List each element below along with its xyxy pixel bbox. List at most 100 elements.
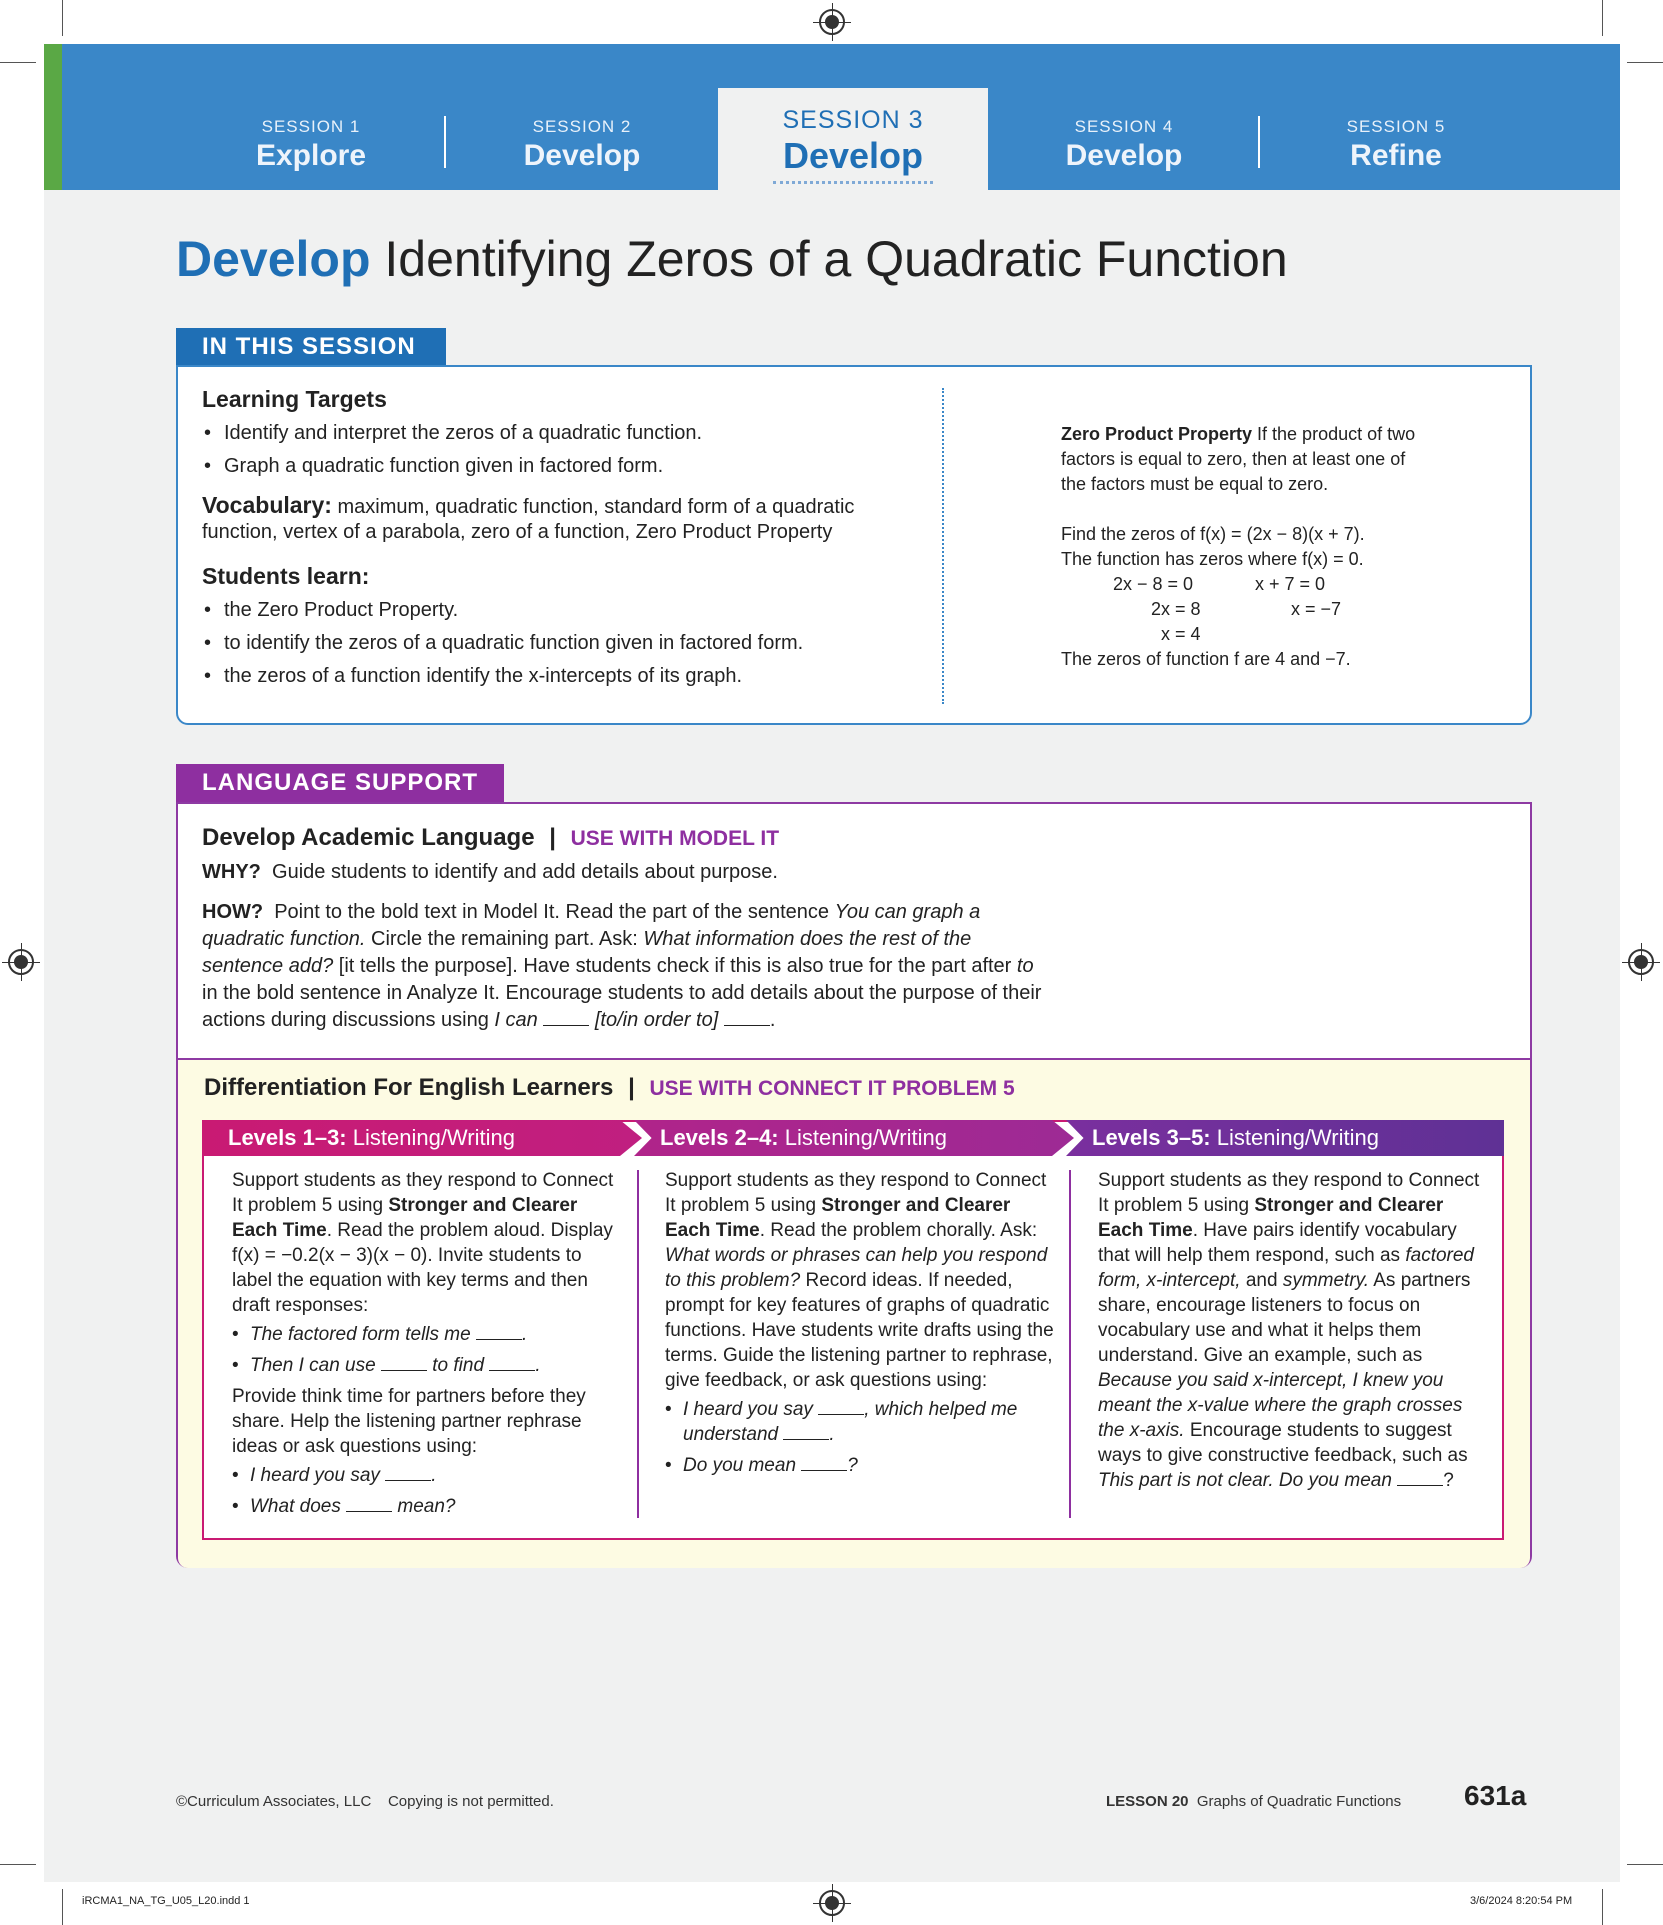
heading-separator: | bbox=[549, 824, 556, 851]
why-text: Guide students to identify and add detai… bbox=[272, 861, 778, 883]
differentiation-heading: Differentiation For English Learners | U… bbox=[204, 1074, 1015, 1102]
tab-session-name: Develop bbox=[782, 135, 924, 176]
zpp-definition-text: If the product of two factors is equal t… bbox=[1061, 424, 1416, 494]
tab-session-label: SESSION 4 bbox=[1074, 117, 1174, 136]
footer-lesson: LESSON 20 Graphs of Quadratic Functions bbox=[1106, 1793, 1401, 1810]
list-item: the Zero Product Property. bbox=[202, 598, 922, 623]
example-line: Find the zeros of f(x) = (2x − 8)(x + 7)… bbox=[1061, 524, 1365, 544]
lesson-title: Graphs of Quadratic Functions bbox=[1196, 1793, 1402, 1810]
level-header-2: Levels 2–4: Listening/Writing bbox=[634, 1120, 1074, 1156]
crop-mark bbox=[1602, 1889, 1603, 1925]
frame-text: I heard you say bbox=[683, 1399, 813, 1420]
students-learn-heading: Students learn: bbox=[202, 563, 370, 589]
crop-mark bbox=[1627, 1864, 1663, 1865]
column-text: and bbox=[1240, 1270, 1283, 1291]
tab-divider bbox=[444, 116, 446, 168]
equation-step: x + 7 = 0 bbox=[1255, 574, 1326, 594]
how-text-italic: You can graph a quadratic function. bbox=[202, 901, 981, 950]
in-this-session-label: IN THIS SESSION bbox=[176, 328, 446, 366]
registration-mark-icon bbox=[2, 943, 40, 981]
tab-divider bbox=[1258, 116, 1260, 168]
sentence-frame: The factored form tells me . bbox=[232, 1322, 622, 1347]
column-text: Record ideas. If needed, prompt for key … bbox=[665, 1270, 1054, 1391]
tab-session-2[interactable]: SESSION 2 Develop bbox=[447, 72, 717, 172]
page-title: Develop Identifying Zeros of a Quadratic… bbox=[176, 230, 1288, 288]
academic-language-section: Develop Academic Language | USE WITH MOD… bbox=[202, 824, 1052, 1034]
how-text: Point to the bold text in Model It. Read… bbox=[274, 901, 835, 923]
tab-session-3-active[interactable]: SESSION 3 Develop bbox=[718, 88, 988, 190]
slug-filename: iRCMA1_NA_TG_U05_L20.indd 1 bbox=[82, 1895, 250, 1907]
level-skill: Listening/Writing bbox=[346, 1125, 515, 1150]
fill-in-blank bbox=[723, 1011, 770, 1026]
column-text: . Have pairs identify vocabulary that wi… bbox=[1098, 1220, 1457, 1266]
tab-session-label: SESSION 2 bbox=[532, 117, 632, 136]
column-text: Support students as they respond to Conn… bbox=[1098, 1170, 1480, 1216]
fill-in-blank bbox=[1397, 1471, 1444, 1486]
routine-name: Stronger and Clearer Each Time bbox=[665, 1195, 1011, 1241]
language-support-label: LANGUAGE SUPPORT bbox=[176, 764, 504, 802]
copyright-text: ©Curriculum Associates, LLC bbox=[176, 1793, 372, 1810]
heading-separator: | bbox=[628, 1074, 635, 1101]
column-text-italic: factored form, x-intercept, bbox=[1098, 1245, 1474, 1291]
tab-session-label: SESSION 5 bbox=[1346, 117, 1446, 136]
column-text: Support students as they respond to Conn… bbox=[665, 1170, 1047, 1216]
registration-mark-icon bbox=[1622, 943, 1660, 981]
column-paragraph: Support students as they respond to Conn… bbox=[232, 1168, 622, 1318]
tab-session-5[interactable]: SESSION 5 Refine bbox=[1261, 72, 1531, 172]
why-label: WHY? bbox=[202, 861, 261, 883]
tab-session-1[interactable]: SESSION 1 Explore bbox=[176, 72, 446, 172]
vocabulary-label: Vocabulary: bbox=[202, 492, 332, 518]
level-range: Levels 3–5: bbox=[1092, 1125, 1211, 1150]
learning-targets-section: Learning Targets Identify and interpret … bbox=[202, 386, 922, 689]
slug-timestamp: 3/6/2024 8:20:54 PM bbox=[1470, 1895, 1573, 1907]
level-skill: Listening/Writing bbox=[778, 1125, 947, 1150]
crop-mark bbox=[0, 1864, 36, 1865]
tab-session-name: Develop bbox=[1065, 139, 1183, 172]
crop-mark bbox=[1627, 62, 1663, 63]
column-divider bbox=[1069, 1170, 1071, 1518]
sentence-frame: I heard you say , which helped me unders… bbox=[665, 1397, 1055, 1447]
column-text-italic: What words or phrases can help you respo… bbox=[665, 1245, 1048, 1291]
level-column-2: Support students as they respond to Conn… bbox=[665, 1168, 1055, 1484]
how-paragraph: HOW? Point to the bold text in Model It.… bbox=[202, 901, 1042, 1031]
zero-product-example: Zero Product Property If the product of … bbox=[1061, 422, 1431, 672]
how-text: [it tells the purpose]. Have students ch… bbox=[333, 955, 1017, 977]
how-text-italic: [to/in order to] bbox=[594, 1009, 719, 1031]
equation-steps: 2x − 8 = 0 2x = 8 x = 4 x + 7 = 0 x = −7 bbox=[1061, 572, 1431, 647]
tab-session-name: Explore bbox=[255, 139, 367, 172]
frame-text: What does bbox=[250, 1496, 341, 1517]
frame-text: Then I can use bbox=[250, 1355, 376, 1376]
column-text: Support students as they respond to Conn… bbox=[232, 1170, 614, 1216]
list-item: Graph a quadratic function given in fact… bbox=[202, 454, 922, 479]
level-range: Levels 1–3: bbox=[228, 1125, 347, 1150]
academic-language-title: Develop Academic Language bbox=[202, 824, 535, 851]
crop-mark bbox=[62, 1889, 63, 1925]
fill-in-blank bbox=[783, 1425, 830, 1440]
active-tab-indicator bbox=[773, 181, 933, 184]
crop-mark bbox=[1602, 0, 1603, 36]
list-item: Identify and interpret the zeros of a qu… bbox=[202, 421, 922, 446]
how-text-italic: What information does the rest of the se… bbox=[202, 928, 972, 977]
column-text: As partners share, encourage listeners t… bbox=[1098, 1270, 1471, 1366]
column-text: . Read the problem chorally. Ask: bbox=[759, 1220, 1038, 1241]
routine-name: Stronger and Clearer Each Time bbox=[1098, 1195, 1444, 1241]
example-conclusion: The zeros of function f are 4 and −7. bbox=[1061, 649, 1351, 669]
column-text: Encourage students to suggest ways to gi… bbox=[1098, 1420, 1468, 1466]
how-text-italic: I can bbox=[494, 1009, 538, 1031]
registration-mark-icon bbox=[813, 1884, 851, 1922]
fill-in-blank bbox=[818, 1400, 865, 1415]
footer-copyright: ©Curriculum Associates, LLC Copying is n… bbox=[176, 1793, 554, 1810]
column-text: . Read the problem aloud. Display f(x) =… bbox=[232, 1220, 613, 1316]
tab-session-4[interactable]: SESSION 4 Develop bbox=[989, 72, 1259, 172]
fill-in-blank bbox=[385, 1466, 432, 1481]
crop-mark bbox=[0, 62, 36, 63]
tab-session-label: SESSION 3 bbox=[782, 106, 924, 134]
sentence-frame: What does mean? bbox=[232, 1494, 622, 1519]
column-text-italic: symmetry. bbox=[1282, 1270, 1370, 1291]
column-paragraph: Support students as they respond to Conn… bbox=[1098, 1170, 1480, 1491]
frame-text: The factored form tells me bbox=[250, 1324, 471, 1345]
how-text: Circle the remaining part. Ask: bbox=[365, 928, 644, 950]
example-line: The function has zeros where f(x) = 0. bbox=[1061, 549, 1364, 569]
frame-text: , which helped me understand bbox=[683, 1399, 1018, 1445]
zpp-definition: Zero Product Property If the product of … bbox=[1061, 422, 1431, 497]
